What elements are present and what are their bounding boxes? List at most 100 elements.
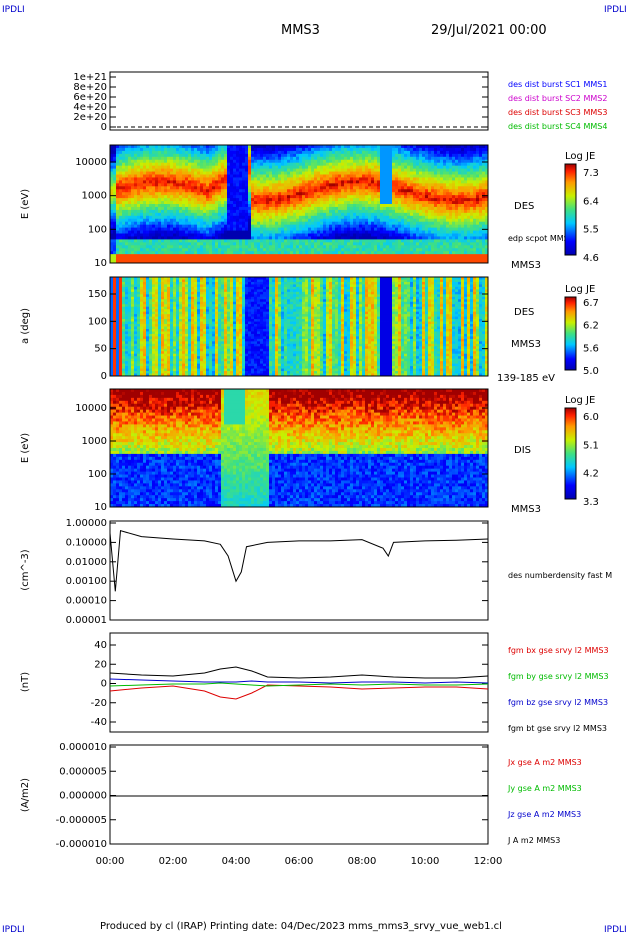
des-energy-cell — [293, 245, 297, 249]
des-energy-cell — [356, 233, 360, 237]
des-energy-cell — [236, 206, 240, 211]
des-energy-cell — [260, 201, 264, 205]
des-energy-cell — [380, 242, 384, 246]
des-energy-cell — [242, 195, 246, 199]
des-energy-cell — [290, 145, 294, 149]
des-energy-cell — [296, 230, 300, 234]
des-energy-cell — [278, 251, 282, 255]
des-energy-cell — [413, 221, 417, 226]
des-energy-cell — [359, 147, 363, 152]
des-energy-cell — [368, 156, 372, 161]
des-energy-cell — [176, 165, 180, 169]
des-energy-cell — [236, 227, 240, 231]
des-energy-cell — [368, 201, 372, 205]
des-energy-cell — [119, 159, 123, 164]
des-energy-cell — [338, 174, 342, 178]
des-energy-cell — [215, 156, 219, 161]
des-energy-cell — [245, 224, 249, 228]
des-energy-cell — [233, 227, 237, 231]
des-energy-cell — [182, 171, 186, 175]
des-energy-cell — [467, 150, 471, 155]
des-energy-cell — [335, 198, 339, 202]
des-energy-cell — [122, 195, 126, 199]
des-energy-cell — [251, 215, 255, 220]
des-energy-cell — [194, 206, 198, 211]
des-energy-cell — [350, 147, 354, 152]
des-energy-cell — [368, 162, 372, 167]
des-energy-cell — [161, 233, 165, 237]
des-energy-cell — [302, 159, 306, 164]
des-energy-cell — [392, 206, 396, 211]
des-energy-cell — [404, 218, 408, 223]
des-energy-cell — [194, 204, 198, 208]
des-energy-cell — [116, 212, 120, 217]
des-energy-cell — [152, 236, 156, 240]
des-energy-cell — [476, 183, 480, 187]
des-energy-cell — [347, 147, 351, 152]
des-energy-cell — [425, 165, 429, 169]
des-energy-cell — [179, 248, 183, 252]
des-energy-cell — [293, 251, 297, 255]
des-energy-cell — [182, 145, 186, 149]
des-energy-cell — [332, 257, 336, 261]
des-energy-cell — [176, 171, 180, 175]
des-energy-cell — [245, 201, 249, 205]
des-energy-cell — [143, 260, 147, 264]
des-energy-cell — [323, 248, 327, 252]
des-energy-cell — [191, 198, 195, 202]
des-energy-cell — [305, 209, 309, 214]
des-energy-cell — [215, 248, 219, 252]
des-energy-cell — [179, 260, 183, 264]
des-energy-cell — [233, 242, 237, 246]
des-energy-cell — [395, 227, 399, 231]
des-energy-cell — [404, 183, 408, 187]
des-energy-cell — [275, 168, 279, 172]
des-energy-cell — [113, 218, 117, 223]
des-energy-cell — [128, 150, 132, 155]
des-energy-cell — [320, 159, 324, 164]
des-energy-cell — [233, 177, 237, 181]
des-energy-cell — [293, 221, 297, 226]
des-energy-cell — [296, 218, 300, 223]
des-energy-cell — [452, 227, 456, 231]
des-energy-cell — [356, 186, 360, 190]
des-energy-cell — [173, 171, 177, 175]
des-energy-cell — [293, 212, 297, 217]
des-energy-cell — [326, 201, 330, 205]
des-energy-cell — [251, 156, 255, 161]
des-energy-cell — [458, 212, 462, 217]
des-energy-cell — [317, 168, 321, 172]
des-energy-cell — [206, 204, 210, 208]
des-energy-cell — [386, 227, 390, 231]
des-energy-cell — [299, 233, 303, 237]
des-energy-cell — [254, 201, 258, 205]
des-energy-cell — [248, 209, 252, 214]
des-energy-cell — [194, 239, 198, 243]
des-energy-cell — [212, 145, 216, 149]
des-energy-cell — [128, 251, 132, 255]
des-energy-cell — [227, 221, 231, 226]
des-energy-cell — [266, 242, 270, 246]
des-energy-cell — [377, 206, 381, 211]
des-energy-cell — [476, 195, 480, 199]
des-energy-cell — [419, 174, 423, 178]
des-energy-cell — [251, 206, 255, 211]
des-energy-cell — [122, 212, 126, 217]
des-energy-cell — [143, 198, 147, 202]
des-energy-cell — [245, 153, 249, 158]
des-energy-cell — [224, 218, 228, 223]
des-energy-cell — [332, 192, 336, 196]
des-energy-cell — [185, 209, 189, 214]
des-energy-cell — [266, 215, 270, 220]
des-energy-cell — [362, 183, 366, 187]
des-energy-cell — [380, 206, 384, 211]
des-energy-cell — [143, 236, 147, 240]
des-energy-cell — [161, 218, 165, 223]
des-energy-cell — [128, 233, 132, 237]
des-energy-cell — [395, 236, 399, 240]
des-energy-cell — [464, 218, 468, 223]
des-energy-cell — [392, 260, 396, 264]
des-energy-cell — [437, 242, 441, 246]
des-energy-cell — [371, 254, 375, 258]
des-energy-cell — [119, 254, 123, 258]
